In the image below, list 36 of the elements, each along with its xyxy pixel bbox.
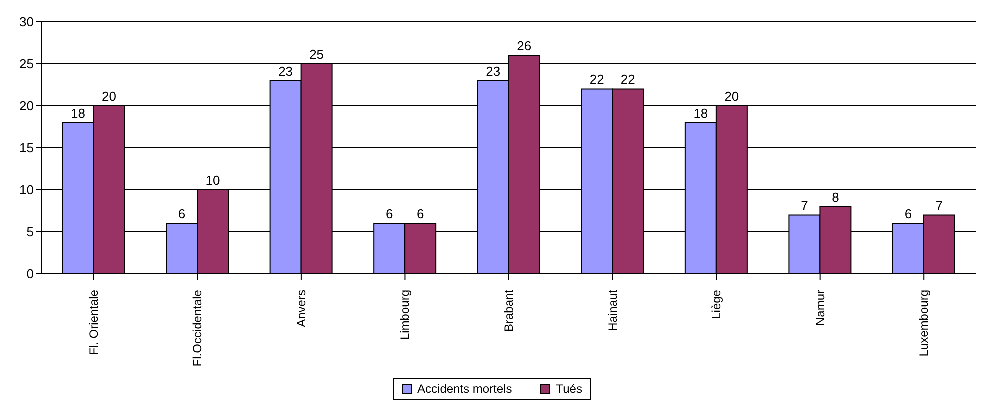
data-label: 6 — [178, 206, 186, 222]
y-tick-label: 5 — [26, 224, 34, 240]
data-label: 26 — [517, 38, 532, 54]
y-tick-label: 10 — [20, 182, 34, 198]
x-tick-label: Limbourg — [398, 290, 412, 340]
data-label: 6 — [416, 206, 424, 222]
x-tick-label: Liège — [710, 290, 724, 320]
data-label: 20 — [102, 89, 116, 104]
x-tick-label: Luxembourg — [917, 290, 932, 357]
data-label: 20 — [724, 89, 740, 104]
data-label: 7 — [801, 198, 808, 214]
data-label: 8 — [832, 190, 840, 205]
y-tick-label: 15 — [20, 140, 34, 156]
data-label: 18 — [694, 106, 708, 121]
x-tick-label: Anvers — [294, 290, 308, 328]
data-label: 22 — [590, 72, 604, 88]
legend-label: Accidents mortels — [416, 382, 512, 396]
legend-label: Tués — [555, 382, 582, 396]
data-label: 23 — [278, 64, 294, 79]
data-label: 6 — [904, 206, 912, 222]
y-tick-label: 20 — [20, 98, 34, 114]
x-tick-label: Brabant — [502, 289, 516, 332]
data-label: 6 — [386, 206, 394, 222]
x-tick-label: Fl.Occidentale — [190, 290, 205, 367]
data-label: 7 — [936, 198, 944, 214]
data-label: 25 — [310, 47, 324, 62]
y-tick-label: 0 — [26, 266, 34, 282]
x-tick-label: Namur — [813, 290, 828, 326]
data-label: 10 — [206, 173, 220, 188]
y-tick-label: 25 — [20, 56, 34, 72]
data-label: 18 — [71, 106, 86, 121]
y-tick-label: 30 — [20, 14, 34, 30]
data-label: 23 — [486, 64, 501, 79]
x-tick-label: Hainaut — [606, 289, 620, 332]
data-label: 22 — [620, 72, 636, 88]
x-tick-label: Fl. Orientale — [86, 290, 101, 356]
